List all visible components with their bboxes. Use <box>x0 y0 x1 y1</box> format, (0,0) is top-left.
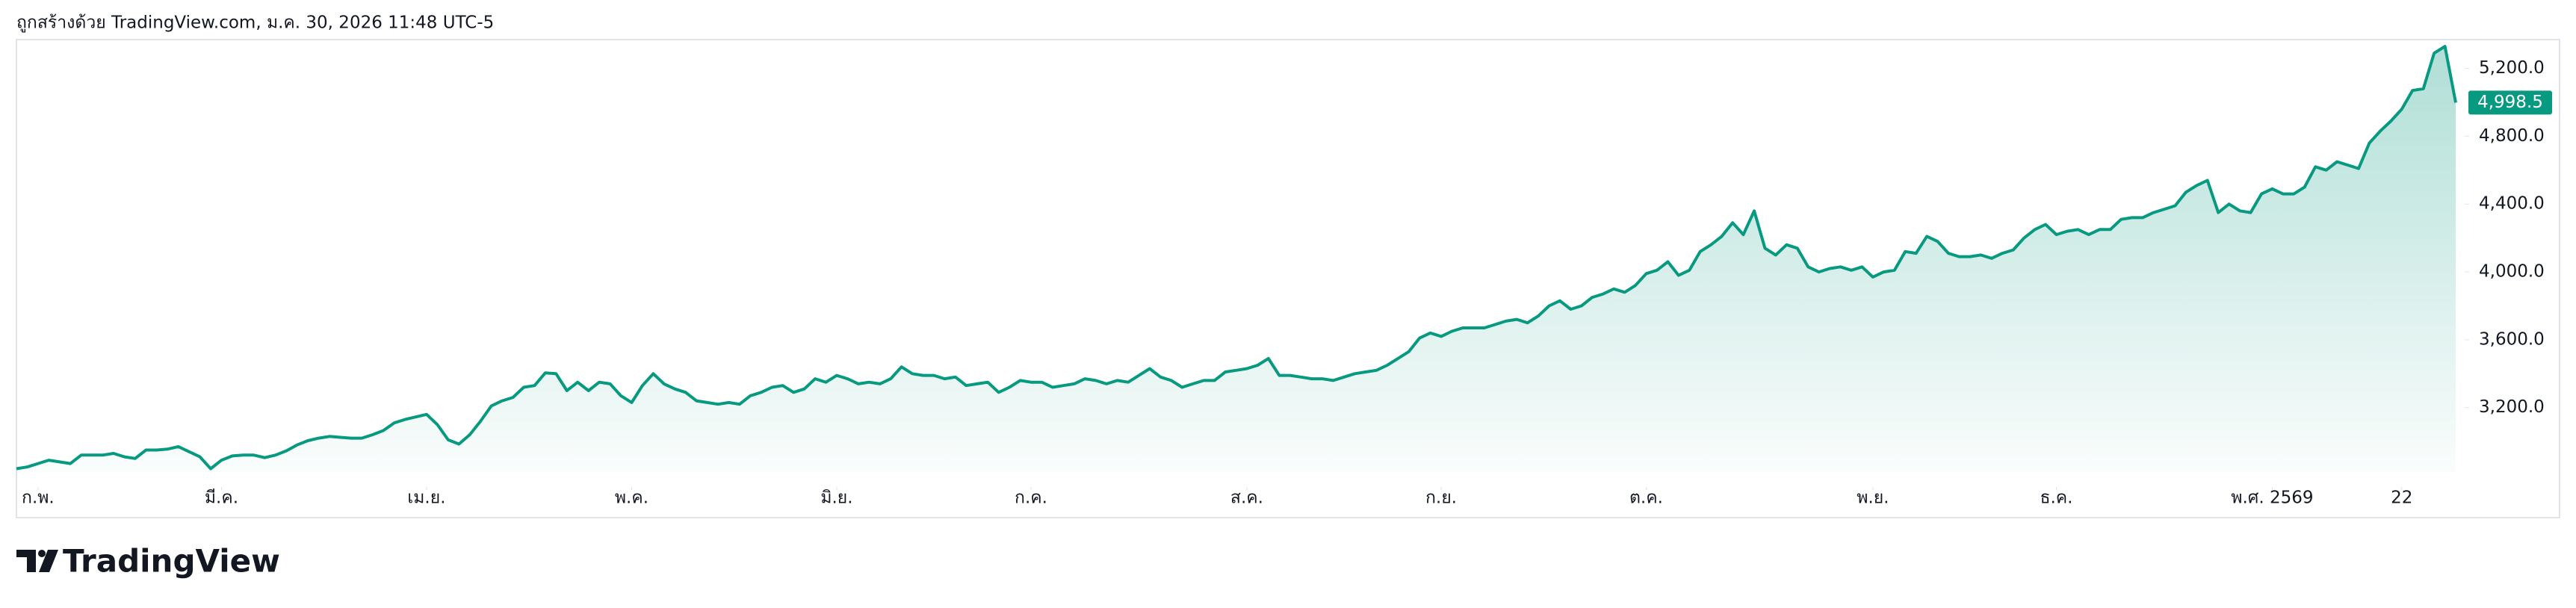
y-tick-label: 3,200.0 <box>2479 397 2545 417</box>
x-tick-label: ก.พ. <box>22 488 55 508</box>
x-tick-label: 22 <box>2391 488 2412 508</box>
y-tick-label: 4,800.0 <box>2479 126 2545 146</box>
logo-part <box>39 550 58 572</box>
x-tick-label: เม.ย. <box>407 488 445 508</box>
y-tick-label: 4,400.0 <box>2479 194 2545 214</box>
last-price-box <box>2468 90 2552 115</box>
x-tick-label: ต.ค. <box>1629 488 1663 508</box>
logo-part <box>16 550 36 572</box>
x-tick-label: ส.ค. <box>1230 488 1263 508</box>
x-tick-label: มิ.ย. <box>820 488 852 508</box>
price-line <box>16 45 2457 471</box>
brand-logo <box>16 550 58 572</box>
x-tick-label: ก.ย. <box>1425 488 1457 508</box>
header-text: ถูกสร้างด้วย TradingView.com, ม.ค. 30, 2… <box>16 13 494 33</box>
x-tick-label: พ.ศ. 2569 <box>2231 488 2313 508</box>
x-tick-label: พ.ย. <box>1857 488 1889 508</box>
y-tick-label: 4,000.0 <box>2479 262 2545 282</box>
logo-part <box>38 550 46 557</box>
x-tick-label: ธ.ค. <box>2040 488 2072 508</box>
x-tick-label: ก.ค. <box>1015 488 1047 508</box>
y-tick-label: 3,600.0 <box>2479 329 2545 349</box>
area-fill <box>16 46 2456 473</box>
last-price-label: 4,998.5 <box>2477 93 2543 112</box>
plot: 3,200.0 3,600.0 4,000.0 4,400.0 4,800.0 5,200… <box>16 45 2552 508</box>
x-tick-label: พ.ค. <box>615 488 648 508</box>
x-tick-label: มี.ค. <box>205 488 238 508</box>
chart-frame <box>16 39 2560 518</box>
y-tick-label: 5,200.0 <box>2479 58 2545 78</box>
brand-name: TradingView <box>63 543 280 580</box>
